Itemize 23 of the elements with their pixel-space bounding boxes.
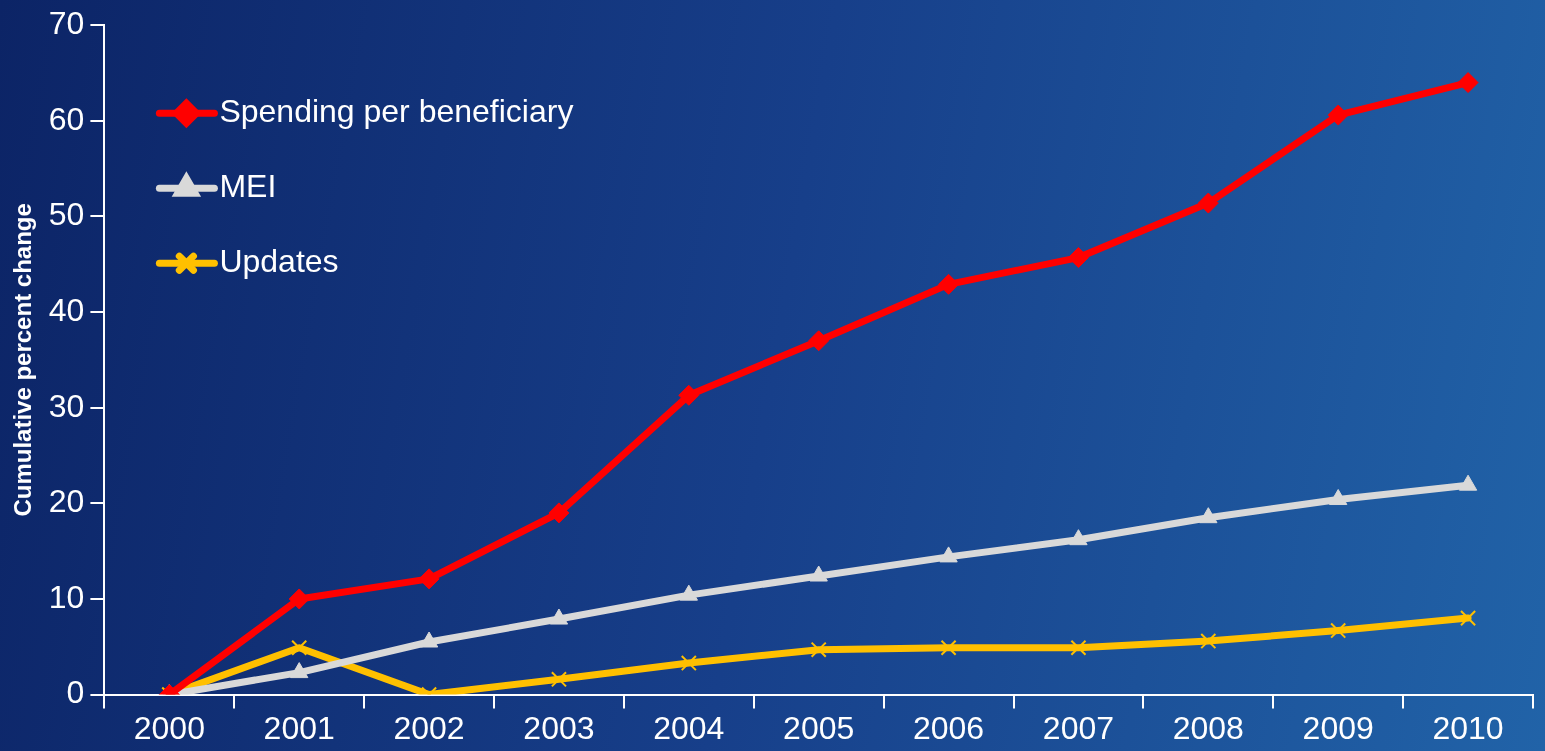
- y-tick-label: 50: [48, 196, 85, 233]
- legend-label: MEI: [219, 168, 277, 205]
- y-axis-title: Cumulative percent change: [9, 203, 37, 517]
- x-tick-label: 2005: [783, 709, 855, 746]
- x-tick-label: 2007: [1042, 709, 1115, 746]
- y-tick-label: 20: [48, 483, 85, 520]
- x-tick-label: 2008: [1172, 709, 1244, 746]
- x-tick-label: 2004: [653, 709, 725, 746]
- x-tick-label: 2006: [912, 709, 985, 746]
- x-tick-label: 2010: [1432, 709, 1504, 746]
- y-tick-label: 0: [66, 674, 85, 711]
- x-tick-label: 2009: [1302, 709, 1374, 746]
- y-tick-label: 60: [48, 100, 85, 137]
- legend-label: Spending per beneficiary: [219, 93, 574, 130]
- x-tick-label: 2001: [263, 709, 335, 746]
- y-tick-label: 30: [48, 387, 85, 424]
- y-tick-label: 70: [48, 5, 85, 42]
- y-tick-label: 40: [48, 291, 85, 328]
- legend-label: Updates: [219, 243, 339, 280]
- y-tick-label: 10: [48, 578, 85, 615]
- x-tick-label: 2002: [393, 709, 465, 746]
- x-tick-label: 2003: [523, 709, 595, 746]
- x-tick-label: 2000: [133, 709, 205, 746]
